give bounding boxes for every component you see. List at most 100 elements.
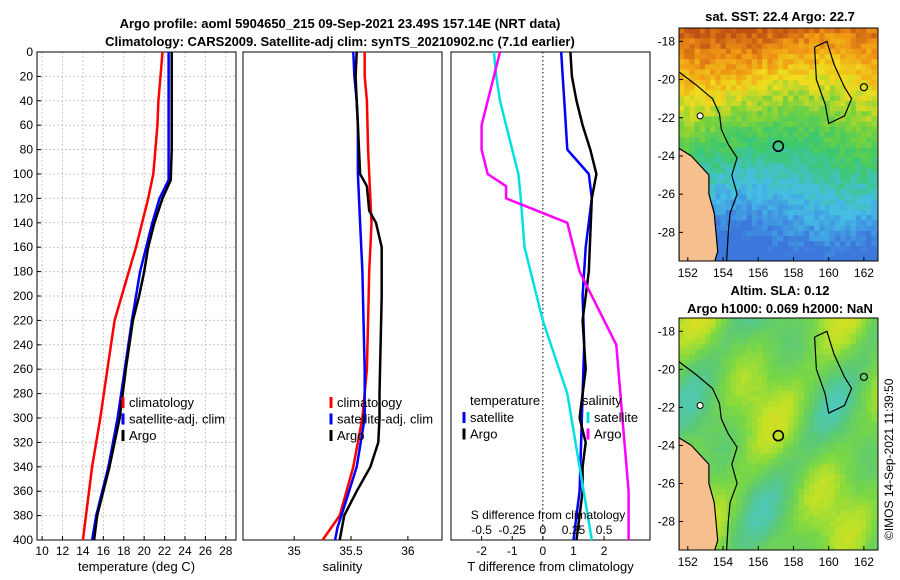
- map-cell: [835, 333, 841, 340]
- map-cell: [850, 437, 857, 444]
- map-cell: [772, 494, 779, 501]
- map-cell: [694, 59, 701, 65]
- map-cell: [715, 448, 721, 454]
- map-cell: [793, 189, 799, 195]
- map-cell: [767, 204, 773, 211]
- map-cell: [850, 526, 857, 532]
- map-cell: [720, 184, 727, 190]
- map-cell: [793, 220, 799, 226]
- map-cell: [876, 505, 878, 511]
- map-cell: [814, 385, 820, 392]
- map-cell: [840, 69, 846, 76]
- map-cell: [751, 375, 758, 381]
- map-cell: [845, 95, 851, 102]
- map-cell: [824, 80, 831, 86]
- map-cell: [840, 520, 846, 527]
- map-cell: [783, 463, 789, 470]
- map-cell: [819, 411, 825, 418]
- map-cell: [803, 142, 810, 148]
- map-cell: [845, 546, 851, 550]
- map-cell: [689, 318, 695, 324]
- map-cell: [783, 390, 789, 397]
- map-cell: [861, 59, 867, 65]
- map-cell: [736, 531, 742, 537]
- map-cell: [876, 184, 878, 190]
- map-cell: [871, 116, 877, 122]
- map-cell: [819, 137, 825, 143]
- map-cell: [777, 210, 784, 216]
- map-cell: [783, 33, 789, 39]
- map-cell: [829, 178, 836, 185]
- map-cell: [725, 359, 732, 366]
- map-cell: [840, 106, 846, 112]
- map-cell: [824, 126, 831, 133]
- map-cell: [788, 458, 794, 464]
- map-cell: [777, 422, 784, 428]
- map-cell: [762, 106, 768, 112]
- map-cell: [835, 536, 841, 542]
- map-cell: [757, 137, 763, 143]
- map-cell: [762, 432, 768, 438]
- map-cell: [855, 411, 862, 418]
- map-cell: [694, 48, 701, 55]
- map-cell: [871, 489, 877, 496]
- map-cell: [762, 215, 768, 221]
- map-cell: [710, 168, 716, 174]
- map-cell: [798, 137, 805, 143]
- map-cell: [725, 152, 732, 159]
- map-cell: [731, 74, 737, 81]
- map-cell: [736, 64, 742, 70]
- map-cell: [679, 64, 685, 70]
- map-cell: [798, 505, 805, 511]
- map-cell: [757, 520, 763, 527]
- map-cell: [715, 85, 721, 91]
- map-cell: [814, 126, 820, 133]
- map-cell: [845, 59, 851, 65]
- map-cell: [824, 220, 831, 226]
- map-cell: [788, 463, 794, 470]
- map-cell: [798, 359, 805, 366]
- map-cell: [793, 427, 799, 433]
- map-cell: [736, 48, 742, 55]
- map-cell: [866, 463, 872, 470]
- map-cell: [835, 189, 841, 195]
- map-cell: [829, 152, 836, 159]
- map-cell: [861, 74, 867, 81]
- map-cell: [809, 463, 815, 470]
- map-cell: [741, 432, 747, 438]
- map-cell: [809, 85, 815, 91]
- line-temperature-satellite: [559, 51, 594, 541]
- map-cell: [840, 111, 846, 117]
- map-cell: [694, 142, 701, 148]
- map-cell: [876, 437, 878, 444]
- map-cell: [803, 328, 810, 334]
- map-cell: [741, 453, 747, 459]
- map-cell: [783, 370, 789, 376]
- map-cell: [793, 106, 799, 112]
- map-cell: [866, 100, 872, 107]
- map-cell: [803, 463, 810, 470]
- map-cell: [710, 344, 716, 350]
- map-cell: [736, 318, 742, 324]
- map-cell: [803, 137, 810, 143]
- map-cell: [814, 256, 820, 261]
- map-cell: [751, 210, 758, 216]
- map-cell: [876, 375, 878, 381]
- map-cell: [855, 484, 862, 490]
- map-cell: [845, 220, 851, 226]
- map-cell: [741, 458, 747, 464]
- map-cell: [861, 500, 867, 506]
- map-cell: [731, 442, 737, 449]
- map-cell: [876, 43, 878, 50]
- map-cell: [861, 515, 867, 522]
- map-ytick-label-3: -24: [658, 438, 676, 452]
- map-cell: [819, 43, 825, 50]
- map-cell: [767, 354, 773, 360]
- map-cell: [736, 479, 742, 485]
- map-cell: [757, 489, 763, 496]
- map-cell: [705, 85, 711, 91]
- map-cell: [788, 163, 794, 169]
- map-cell: [855, 323, 862, 329]
- map-cell: [710, 484, 716, 490]
- map-cell: [689, 48, 695, 55]
